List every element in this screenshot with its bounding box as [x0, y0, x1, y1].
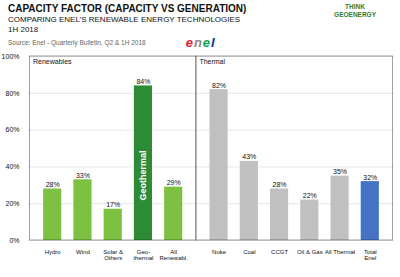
html-text:e n e l: e n e l [185, 35, 216, 50]
svg-text:0%: 0% [9, 237, 19, 244]
svg-text:20%: 20% [5, 200, 19, 207]
svg-text:35%: 35% [333, 168, 347, 175]
html-text:Source: Enel - Quarterly Bulle: Source: Enel - Quarterly Bulletin, Q2 & … [8, 39, 146, 46]
html-text:CAPACITY FACTOR (CAPACITY VS G: CAPACITY FACTOR (CAPACITY VS GENERATION) [8, 3, 247, 14]
svg-text:84%: 84% [136, 78, 150, 85]
svg-text:TotalEnel: TotalEnel [364, 249, 377, 261]
svg-text:100%: 100% [2, 53, 20, 60]
svg-text:60%: 60% [5, 126, 19, 133]
svg-text:Coal: Coal [243, 249, 255, 255]
svg-text:82%: 82% [212, 82, 226, 89]
svg-text:Nuke: Nuke [212, 249, 227, 255]
svg-text:Hydro: Hydro [45, 249, 62, 255]
svg-text:CCGT: CCGT [271, 249, 288, 255]
svg-text:22%: 22% [303, 192, 317, 199]
html-text:1H 2018: 1H 2018 [8, 25, 39, 34]
svg-text:Solar &Others: Solar &Others [103, 249, 123, 261]
svg-text:32%: 32% [363, 174, 377, 181]
svg-text:29%: 29% [167, 179, 181, 186]
svg-text:All Thermal: All Thermal [325, 249, 355, 255]
svg-text:28%: 28% [273, 181, 287, 188]
svg-text:Geo-thermal: Geo-thermal [133, 249, 153, 261]
html-text:THINK GEOENERGY: THINK GEOENERGY [334, 3, 376, 18]
svg-text:Wind: Wind [76, 249, 90, 255]
svg-text:17%: 17% [106, 201, 120, 208]
svg-text:33%: 33% [76, 172, 90, 179]
html-text:COMPARING ENEL’S RENEWABLE ENE: COMPARING ENEL’S RENEWABLE ENERGY TECHNO… [8, 15, 241, 24]
svg-text:28%: 28% [46, 181, 60, 188]
svg-text:Renewables: Renewables [33, 58, 72, 65]
svg-text:Thermal: Thermal [199, 58, 225, 65]
svg-text:Oil & Gas: Oil & Gas [297, 249, 323, 255]
svg-text:Geothermal: Geothermal [138, 151, 148, 201]
svg-text:80%: 80% [5, 90, 19, 97]
svg-text:40%: 40% [5, 163, 19, 170]
svg-text:43%: 43% [242, 153, 256, 160]
svg-text:AllRenewabl.: AllRenewabl. [160, 249, 189, 261]
